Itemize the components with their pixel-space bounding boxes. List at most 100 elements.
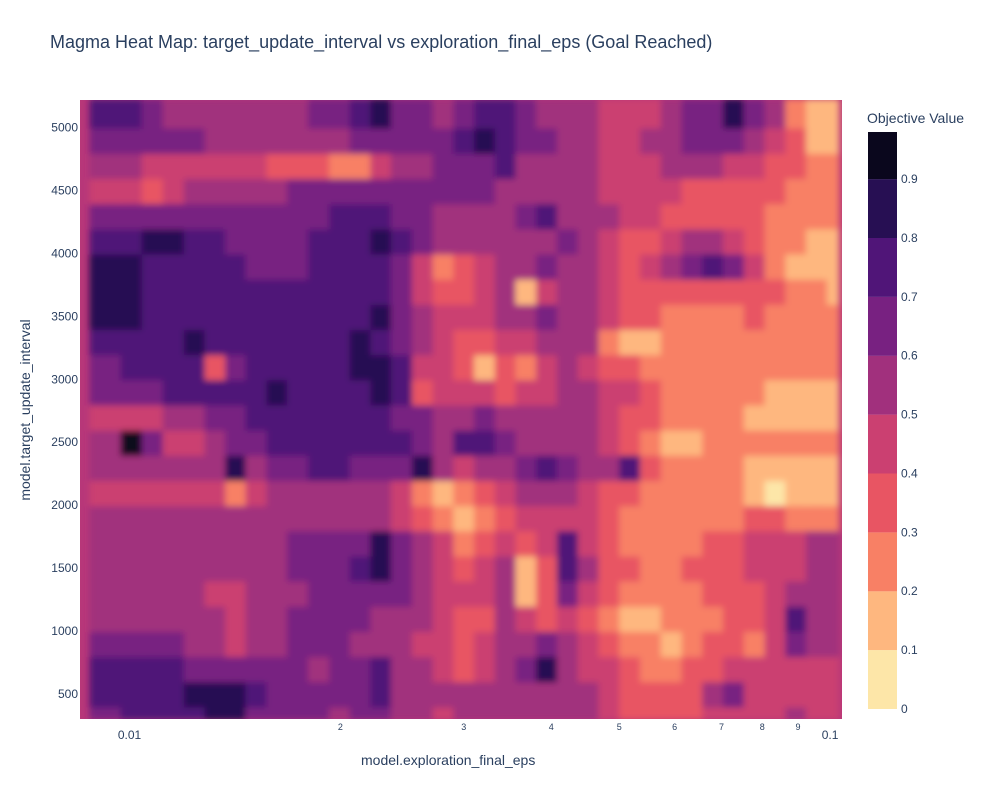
heatmap-cell <box>536 554 559 582</box>
heatmap-cell <box>474 504 497 532</box>
heatmap-cell <box>619 126 642 154</box>
heatmap-cell <box>245 428 269 456</box>
heatmap-cell <box>681 479 705 507</box>
heatmap-cell <box>556 504 580 532</box>
heatmap-cell <box>99 126 123 154</box>
heatmap-cell <box>764 202 788 230</box>
heatmap-cell <box>204 252 228 280</box>
heatmap-cell <box>474 655 497 683</box>
heatmap-cell <box>370 177 393 205</box>
colorbar-band <box>868 650 897 709</box>
heatmap-cell <box>806 554 829 582</box>
heatmap-cell <box>370 655 393 683</box>
heatmap-cell <box>640 428 663 456</box>
heatmap-cell <box>89 151 102 179</box>
heatmap-cell <box>307 680 332 708</box>
heatmap-cell <box>329 453 352 481</box>
heatmap-cell <box>598 680 622 708</box>
heatmap-cell <box>162 680 186 708</box>
heatmap-cell <box>474 202 497 230</box>
heatmap-cell <box>99 705 123 719</box>
heatmap-cell <box>660 554 684 582</box>
heatmap-cell <box>411 302 435 330</box>
heatmap-cell <box>370 579 393 607</box>
heatmap-cell <box>723 328 746 356</box>
heatmap-cell <box>785 554 808 582</box>
heatmap-cell <box>723 680 746 708</box>
heatmap-cell <box>494 302 518 330</box>
heatmap-cell <box>89 604 102 632</box>
heatmap-cell <box>89 680 102 708</box>
heatmap-cell <box>556 252 580 280</box>
heatmap-cell <box>349 151 373 179</box>
colorbar-band <box>868 532 897 592</box>
heatmap-cell <box>453 151 476 179</box>
heatmap-cell <box>764 403 788 431</box>
heatmap-cell <box>515 328 539 356</box>
heatmap-cell <box>515 177 539 205</box>
heatmap-cell <box>619 302 642 330</box>
heatmap-cell <box>785 529 808 557</box>
heatmap-cell <box>266 579 290 607</box>
heatmap-cell <box>681 453 705 481</box>
heatmap-cell <box>577 604 601 632</box>
heatmap-cell <box>183 680 207 708</box>
heatmap-cell <box>120 428 144 456</box>
heatmap-cell <box>287 106 310 129</box>
heatmap-cell <box>432 453 456 481</box>
heatmap-cell <box>474 680 497 708</box>
heatmap-cell <box>89 479 102 507</box>
heatmap-cell <box>453 328 476 356</box>
heatmap-cell <box>598 202 622 230</box>
heatmap-cell <box>681 554 705 582</box>
heatmap-cell <box>743 302 767 330</box>
heatmap-cell <box>266 604 290 632</box>
heatmap-cell <box>390 227 414 255</box>
heatmap-cell <box>743 705 767 719</box>
heatmap-cell <box>287 705 310 719</box>
heatmap-cell <box>432 100 456 109</box>
heatmap-cell <box>329 202 352 230</box>
heatmap-cell <box>307 504 332 532</box>
heatmap-cell <box>619 106 642 129</box>
heatmap-cell <box>329 100 352 109</box>
heatmap-cell <box>89 529 102 557</box>
heatmap-cell <box>556 378 580 406</box>
heatmap-cell <box>577 151 601 179</box>
heatmap-cell <box>204 126 228 154</box>
heatmap-cell <box>120 453 144 481</box>
heatmap-cell <box>141 353 165 381</box>
heatmap-cell <box>494 479 518 507</box>
heatmap-cell <box>515 353 539 381</box>
heatmap-cell <box>640 604 663 632</box>
heatmap-cell <box>453 227 476 255</box>
heatmap-cell <box>141 252 165 280</box>
colorbar-tick-label: 0.6 <box>901 349 918 363</box>
heatmap-cell <box>453 579 476 607</box>
heatmap-cell <box>89 378 102 406</box>
heatmap-cell <box>225 554 248 582</box>
heatmap-cell <box>577 554 601 582</box>
heatmap-cell <box>785 302 808 330</box>
heatmap-cell <box>99 378 123 406</box>
heatmap-cell <box>411 378 435 406</box>
heatmap-cell <box>577 227 601 255</box>
heatmap-cell <box>806 106 829 129</box>
heatmap-cells <box>89 100 840 719</box>
heatmap-cell <box>89 705 102 719</box>
heatmap-cell <box>432 202 456 230</box>
heatmap-cell <box>556 554 580 582</box>
heatmap-cell <box>723 504 746 532</box>
heatmap-cell <box>826 202 840 230</box>
y-tick-label: 4500 <box>51 184 78 198</box>
heatmap-cell <box>120 227 144 255</box>
heatmap-cell <box>515 529 539 557</box>
heatmap-cell <box>329 604 352 632</box>
heatmap-cell <box>743 328 767 356</box>
colorbar-tick-label: 0.3 <box>901 525 918 539</box>
heatmap-cell <box>390 529 414 557</box>
heatmap-cell <box>536 328 559 356</box>
heatmap-cell <box>785 403 808 431</box>
heatmap-cell <box>120 202 144 230</box>
heatmap-cell <box>536 302 559 330</box>
